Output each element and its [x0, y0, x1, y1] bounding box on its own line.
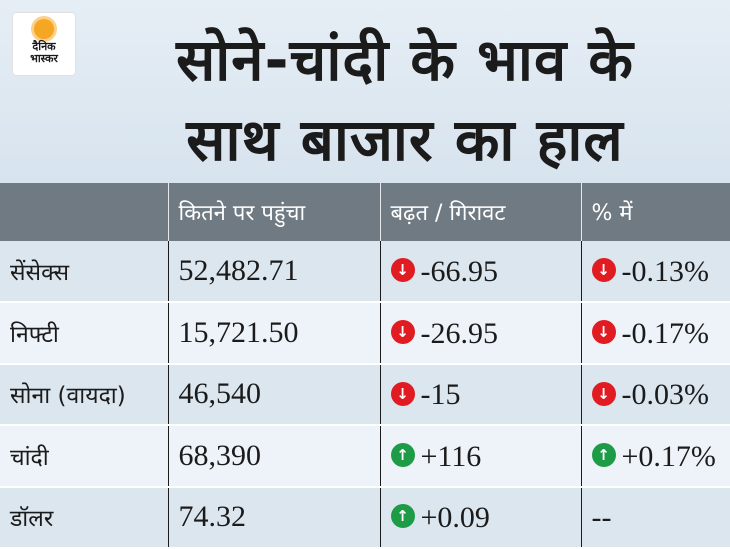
row-change-text: -66.95 — [420, 255, 499, 289]
row-name: चांदी — [0, 425, 169, 488]
row-value: 68,390 — [168, 425, 381, 488]
row-change: ↓ -66.95 — [380, 241, 582, 304]
table-row: सेंसेक्स 52,482.71 ↓ -66.95 ↓ -0.13% — [0, 241, 730, 304]
header-percent: % में — [591, 201, 633, 226]
arrow-down-icon: ↓ — [591, 258, 616, 283]
header-name — [0, 183, 169, 241]
row-percent: ↓ -0.03% — [581, 363, 730, 427]
row-change: ↓ -15 — [380, 363, 582, 427]
table-row: डॉलर 74.32 ↑ +0.09 -- — [0, 486, 730, 549]
infographic-header: दैनिक भास्कर सोने-चांदी के भाव के साथ बा… — [0, 0, 730, 183]
row-change-text: -15 — [420, 378, 461, 412]
table-row: सोना (वायदा) 46,540 ↓ -15 ↓ -0.03% — [0, 363, 730, 427]
header-change: बढ़त / गिरावट — [380, 183, 582, 241]
title-line-2: साथ बाजार का हाल — [186, 106, 624, 174]
arrow-up-icon: ↑ — [390, 504, 415, 529]
header-value: कितने पर पहुंचा — [168, 183, 381, 241]
row-percent-text: -0.13% — [621, 255, 709, 289]
dainik-bhaskar-logo: दैनिक भास्कर — [12, 12, 76, 76]
row-percent-text: +0.17% — [621, 439, 716, 473]
table-row: चांदी 68,390 ↑ +116 ↑ +0.17% — [0, 425, 730, 488]
row-name: निफ्टी — [0, 302, 169, 365]
row-name: सोना (वायदा) — [0, 363, 169, 427]
arrow-down-icon: ↓ — [390, 258, 415, 283]
row-change-text: -26.95 — [420, 317, 499, 351]
market-table: कितने पर पहुंचा बढ़त / गिरावट % में सेंस… — [0, 183, 730, 549]
arrow-down-icon: ↓ — [591, 381, 616, 406]
sun-logo-icon — [34, 19, 54, 39]
row-value: 15,721.50 — [168, 302, 381, 365]
title-line-1: सोने-चांदी के भाव के — [176, 26, 634, 94]
table-header-row: कितने पर पहुंचा बढ़त / गिरावट % में — [0, 183, 730, 241]
row-percent: -- — [581, 486, 730, 549]
arrow-down-icon: ↓ — [390, 381, 415, 406]
row-percent-text: -- — [591, 501, 612, 535]
logo-text-line2: भास्कर — [30, 52, 58, 65]
row-name: डॉलर — [0, 486, 169, 549]
arrow-up-icon: ↑ — [390, 442, 415, 467]
row-value: 52,482.71 — [168, 241, 381, 304]
row-change-text: +0.09 — [420, 501, 490, 535]
row-percent: ↓ -0.13% — [581, 241, 730, 304]
arrow-up-icon: ↑ — [591, 442, 616, 467]
row-change: ↓ -26.95 — [380, 302, 582, 365]
page-title: सोने-चांदी के भाव के साथ बाजार का हाल — [90, 20, 720, 180]
row-value: 46,540 — [168, 363, 381, 427]
row-change: ↑ +116 — [380, 425, 582, 488]
row-percent: ↓ -0.17% — [581, 302, 730, 365]
logo-text-line1: दैनिक — [32, 40, 56, 53]
row-percent-text: -0.17% — [621, 317, 709, 351]
arrow-down-icon: ↓ — [591, 320, 616, 345]
row-value: 74.32 — [168, 486, 381, 549]
row-percent-text: -0.03% — [621, 378, 709, 412]
row-change-text: +116 — [420, 439, 482, 473]
arrow-down-icon: ↓ — [390, 320, 415, 345]
table-row: निफ्टी 15,721.50 ↓ -26.95 ↓ -0.17% — [0, 302, 730, 365]
row-change: ↑ +0.09 — [380, 486, 582, 549]
row-name: सेंसेक्स — [0, 241, 169, 304]
row-percent: ↑ +0.17% — [581, 425, 730, 488]
